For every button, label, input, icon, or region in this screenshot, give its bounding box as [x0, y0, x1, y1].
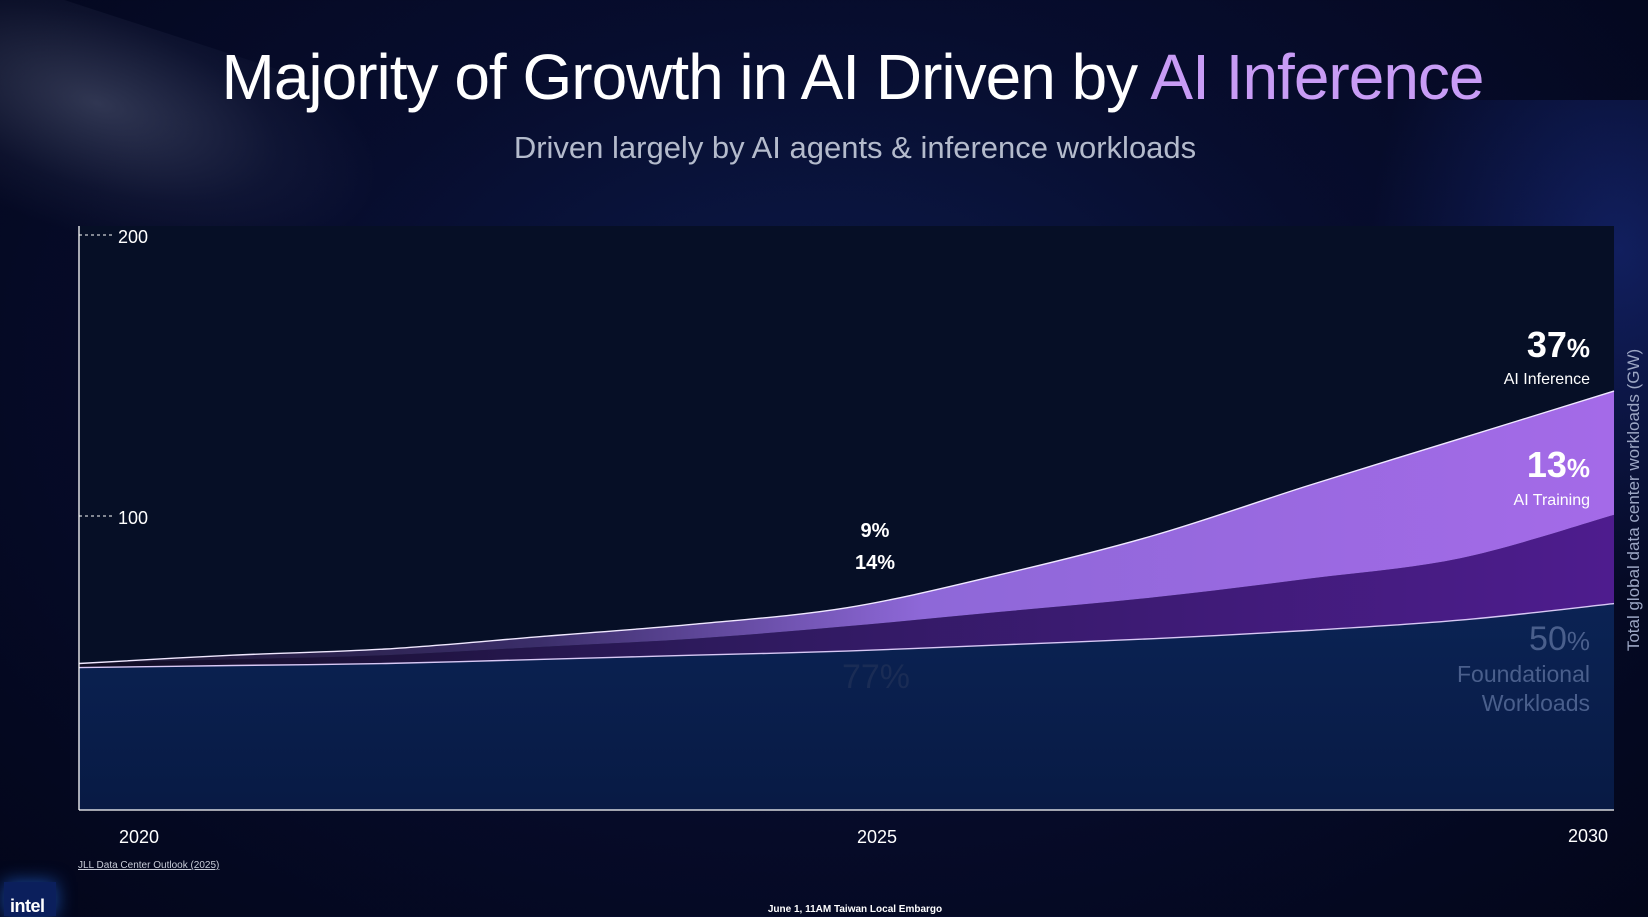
- label-2030-foundational-name-line1: Foundational: [1457, 661, 1590, 687]
- label-2030-training-name: AI Training: [1514, 492, 1590, 509]
- label-2030-inference-name: AI Inference: [1504, 371, 1590, 388]
- embargo-notice: June 1, 11AM Taiwan Local Embargo: [767, 904, 943, 915]
- x-tick-label-2020: 2020: [119, 827, 159, 847]
- line-inference-top: [78, 390, 1615, 665]
- label-2030-foundational-name-line2: Workloads: [1482, 690, 1590, 716]
- y-tick-label-100: 100: [118, 508, 148, 528]
- intel-logo: intel: [10, 896, 45, 916]
- y-tick-label-200: 200: [118, 227, 148, 247]
- x-tick-label-2025: 2025: [857, 827, 897, 847]
- label-2025-foundational: 77%: [842, 658, 910, 696]
- area-foundational-workloads: [79, 603, 1614, 810]
- title-accent-text: AI Inference: [1150, 41, 1484, 113]
- title-main-text: Majority of Growth in AI Driven by: [221, 41, 1151, 113]
- source-citation-link[interactable]: JLL Data Center Outlook (2025): [78, 860, 220, 871]
- x-tick-label-2030: 2030: [1568, 826, 1608, 846]
- y-axis-title: Total global data center workloads (GW): [1624, 349, 1643, 651]
- slide-subtitle: Driven largely by AI agents & inference …: [513, 130, 1197, 165]
- area-ai-inference: [79, 391, 1614, 664]
- line-foundational-top: [78, 602, 1615, 669]
- label-2030-foundational-value: 50%: [1529, 620, 1590, 658]
- boundary-lines-group: [78, 390, 1615, 669]
- intel-logo-tile: [4, 882, 56, 916]
- label-2025-inference: 9%: [861, 520, 890, 542]
- slide-title: Majority of Growth in AI Driven by AI In…: [0, 40, 1648, 114]
- label-2025-training: 14%: [855, 552, 895, 574]
- label-2030-training-value: 13%: [1527, 444, 1590, 485]
- label-2030-inference-value: 37%: [1527, 324, 1590, 365]
- area-ai-training: [79, 514, 1614, 668]
- area-series-group: [79, 391, 1614, 810]
